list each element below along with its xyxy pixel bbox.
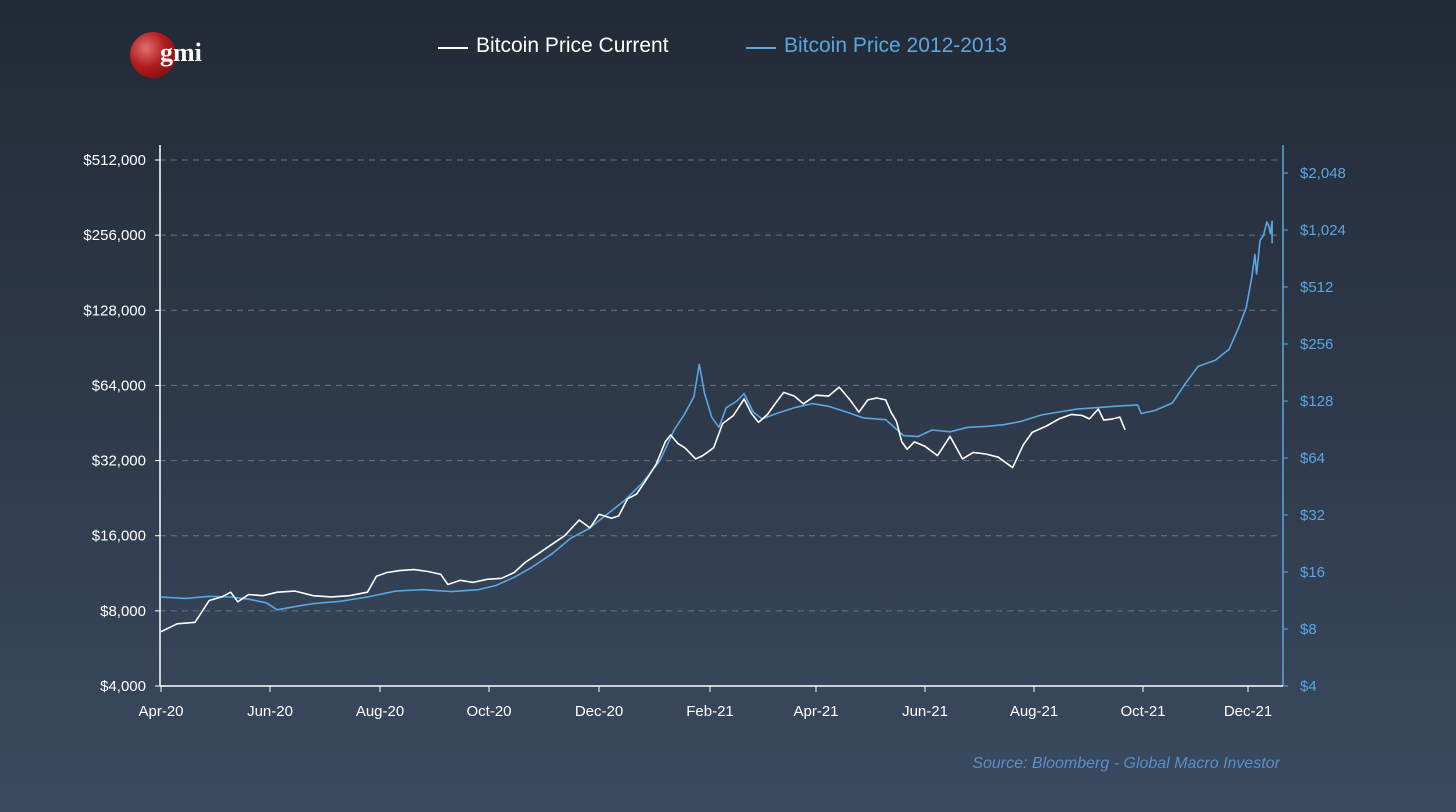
legend-swatch-historic [746,47,776,49]
x-tick-label: Dec-20 [575,703,623,720]
y-left-tick-label: $64,000 [92,377,146,394]
x-tick-label: Aug-20 [356,703,404,720]
y-right-tick-label: $8 [1300,621,1317,638]
y-right-tick-label: $128 [1300,393,1333,410]
y-left-tick-label: $16,000 [92,528,146,545]
y-right-tick-label: $1,024 [1300,222,1346,239]
y-right-tick-label: $512 [1300,279,1333,296]
y-right-tick-label: $2,048 [1300,165,1346,182]
legend-swatch-current [438,47,468,49]
y-right-tick-label: $256 [1300,336,1333,353]
source-note: Source: Bloomberg - Global Macro Investo… [972,755,1280,772]
legend-label-historic: Bitcoin Price 2012-2013 [784,34,1007,57]
y-right-tick-label: $4 [1300,678,1317,695]
series-line-current [160,386,1126,633]
y-left-tick-label: $4,000 [100,678,146,695]
x-tick-label: Feb-21 [686,703,734,720]
logo-globe-icon [130,32,176,78]
x-tick-label: Oct-21 [1120,703,1165,720]
x-tick-label: Apr-21 [793,703,838,720]
x-tick-label: Jun-20 [247,703,293,720]
y-left-tick-label: $8,000 [100,603,146,620]
x-tick-label: Aug-21 [1010,703,1058,720]
x-tick-label: Apr-20 [138,703,183,720]
gmi-logo: gmi [130,30,220,80]
x-tick-label: Jun-21 [902,703,948,720]
logo-text: gmi [160,38,202,67]
y-right-tick-label: $16 [1300,564,1325,581]
legend-item-current: Bitcoin Price Current [438,34,669,58]
y-left-tick-label: $32,000 [92,453,146,470]
legend-label-current: Bitcoin Price Current [476,34,669,57]
series-line-historic [160,220,1273,611]
y-left-tick-label: $256,000 [83,227,146,244]
y-left-tick-label: $512,000 [83,152,146,169]
x-tick-label: Dec-21 [1224,703,1272,720]
y-right-tick-label: $64 [1300,450,1325,467]
chart-legend: Bitcoin Price Current Bitcoin Price 2012… [0,34,1456,66]
x-tick-label: Oct-20 [466,703,511,720]
y-right-tick-label: $32 [1300,507,1325,524]
y-left-tick-label: $128,000 [83,302,146,319]
legend-item-historic: Bitcoin Price 2012-2013 [746,34,1007,58]
